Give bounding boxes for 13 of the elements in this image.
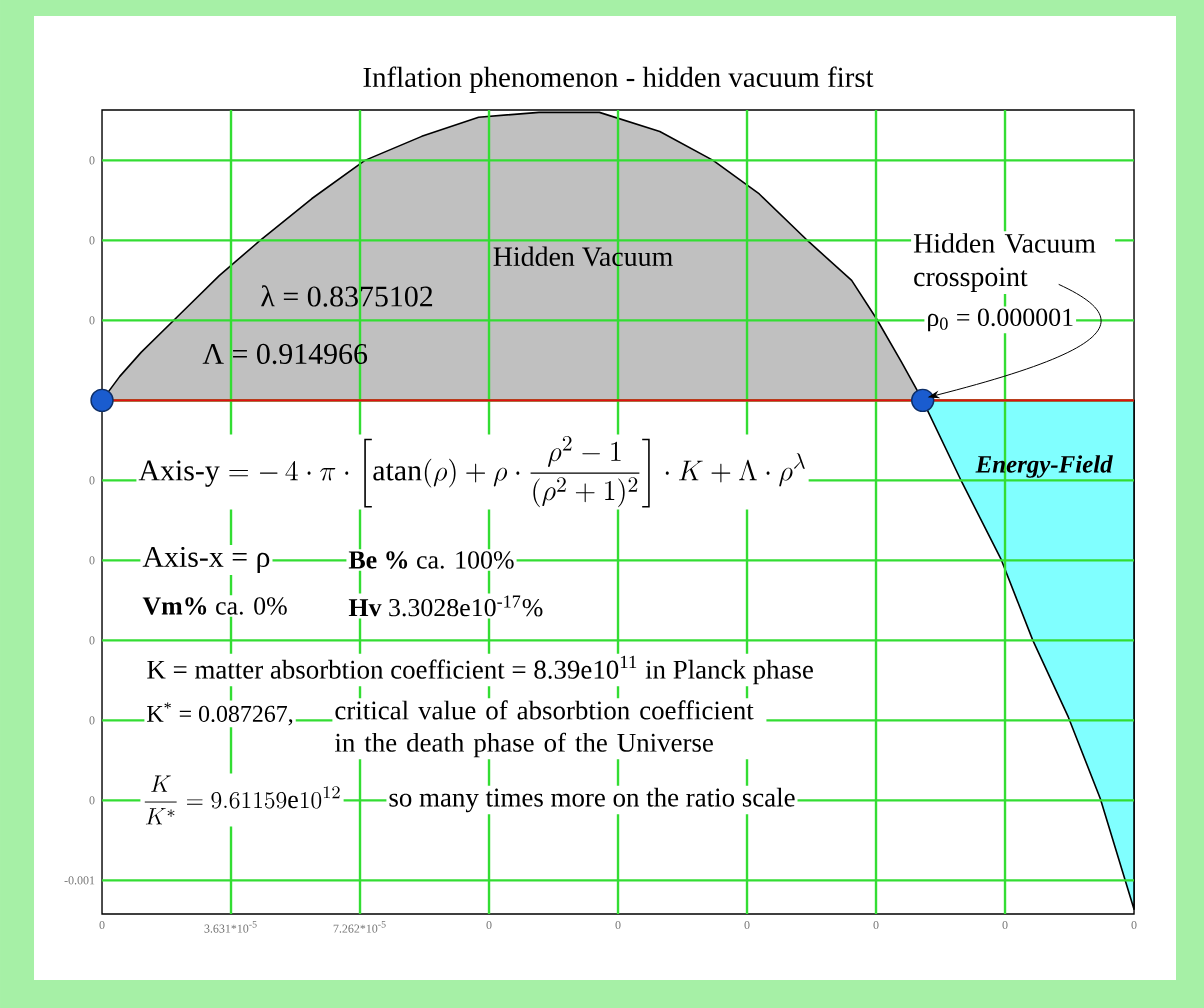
annotation: Hv 3.3028e10$^{-17}$% <box>348 595 543 617</box>
annotation: K = matter absorbtion coefficient = 8.39e10$^{11}$ in Planck phase <box>147 655 813 685</box>
annotation: Hidden Vacuum crosspoint <box>913 233 1096 292</box>
annotation: $\frac{K}{K^{*}} = 9.61159\text{e}10^{12}$ <box>144 775 340 825</box>
annotation: Axis-x = ρ <box>142 546 270 574</box>
annotation: $\text{Axis-y} = -\,4\cdot\pi\cdot\left[\operatorname{atan}(\rho) + \rho\cdot\frac{\rho^{2}-1}{(\rho^{2}+1)^{2}}\right]\cdot K + \Lambda\cdot\rho^{\lambda}$ <box>138 435 805 508</box>
annotation: K$^{*}$ = 0.087267, <box>147 702 293 726</box>
chart-title: Inflation phenomenon - hidden vacuum first <box>363 66 874 93</box>
annotation: Be % ca. 100% <box>348 551 514 569</box>
annotation: ρ$_{0}$ = 0.000001 <box>928 308 1073 332</box>
annotation: critical value of absorbtion coefficient in the death phase of the Universe <box>334 700 754 758</box>
annotation: Vm% ca. 0% <box>142 597 287 615</box>
annotation: so many times more on the ratio scale <box>389 787 795 813</box>
